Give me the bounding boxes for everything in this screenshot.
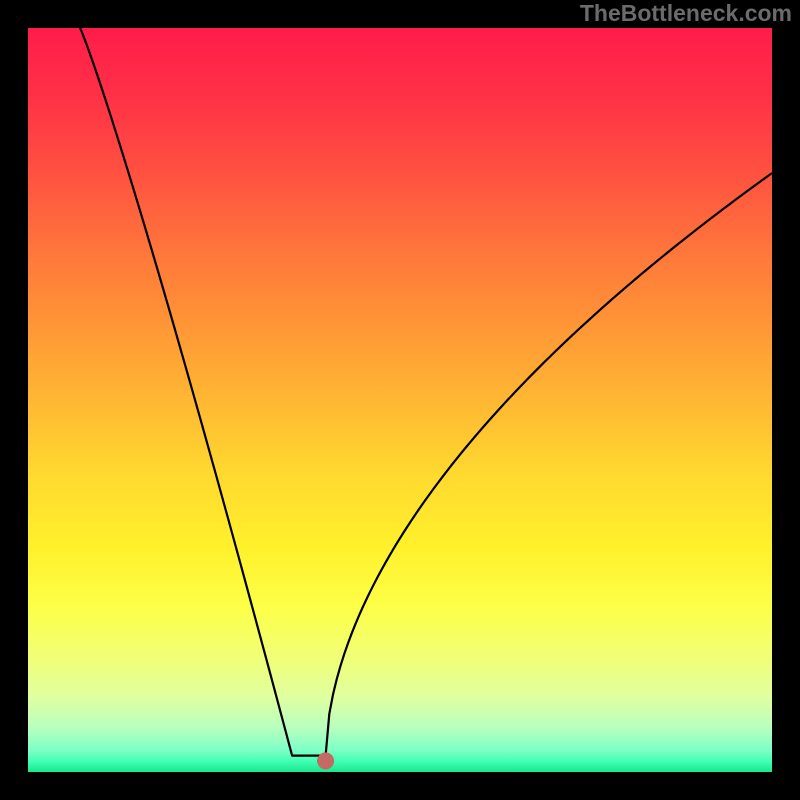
valley-marker	[318, 753, 334, 769]
gradient-plot	[28, 28, 772, 772]
chart-container: TheBottleneck.com	[0, 0, 800, 800]
plot-area	[28, 28, 772, 772]
watermark-text: TheBottleneck.com	[580, 0, 792, 27]
